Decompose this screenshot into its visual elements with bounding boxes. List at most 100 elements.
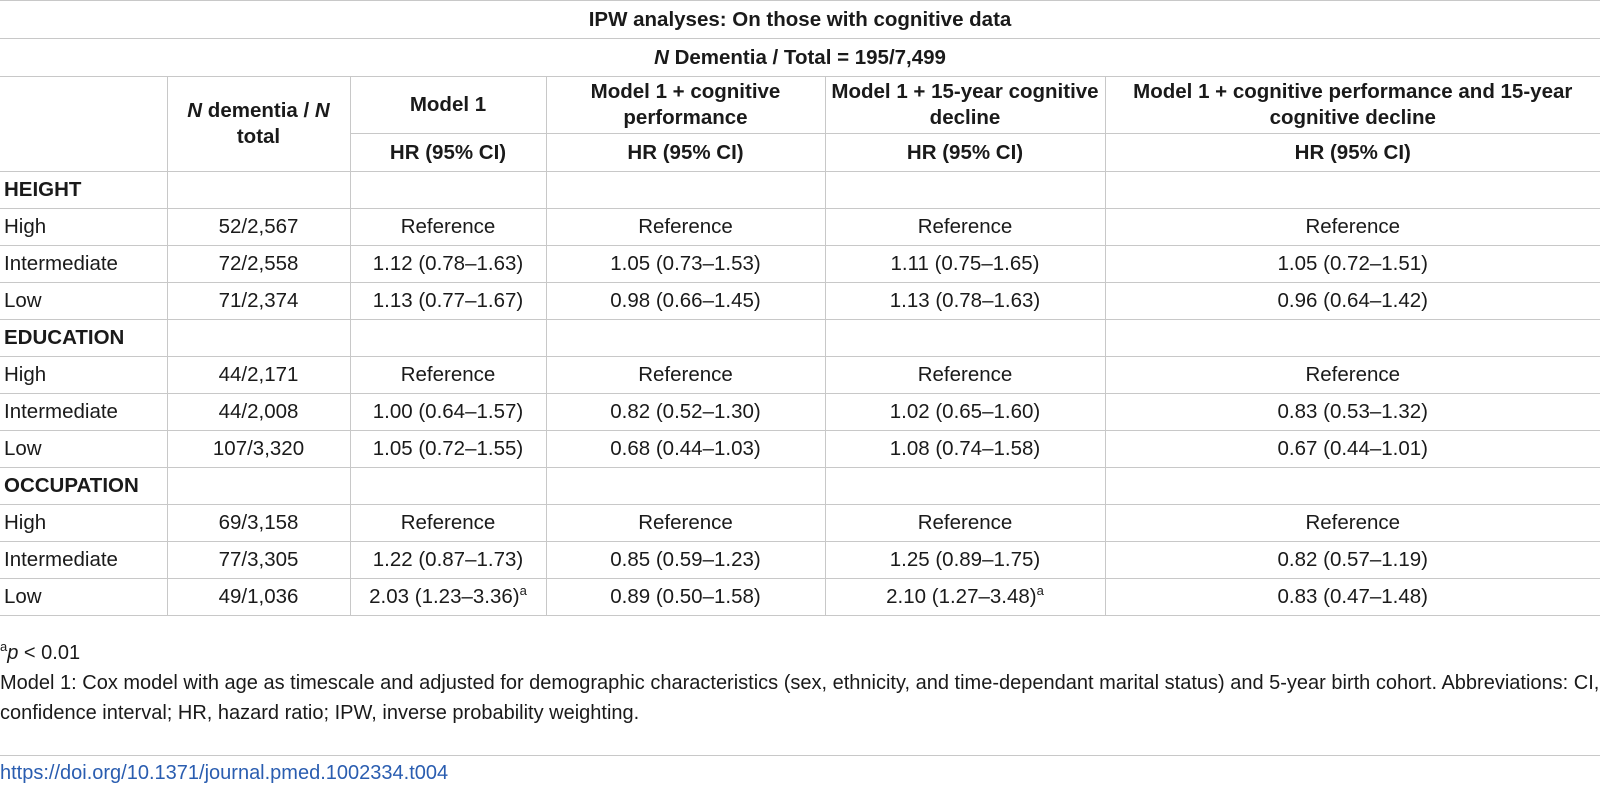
cell-model1-cog-value: Reference <box>638 511 733 534</box>
group-empty-cell <box>349 319 547 357</box>
group-empty-cell <box>824 467 1106 505</box>
row-label: High <box>0 356 168 394</box>
group-empty-cell <box>824 171 1106 209</box>
cell-model1-decline-value: Reference <box>917 511 1013 534</box>
row-label: Low <box>0 430 168 468</box>
cell-n: 49/1,036 <box>166 578 351 616</box>
cell-model1-cog: 0.82 (0.52–1.30) <box>545 393 826 431</box>
cell-model1-both-value: 0.82 (0.57–1.19) <box>1277 548 1428 571</box>
cell-model1: Reference <box>349 356 547 394</box>
row-label: Low <box>0 282 168 320</box>
group-empty-cell <box>349 467 547 505</box>
doi-link[interactable]: https://doi.org/10.1371/journal.pmed.100… <box>0 755 1600 785</box>
hr-label-model1-cog: HR (95% CI) <box>545 133 826 172</box>
cell-model1-decline-value: 1.02 (0.65–1.60) <box>889 400 1041 423</box>
group-row: HEIGHT <box>0 171 1600 209</box>
cell-model1-decline: Reference <box>824 208 1106 246</box>
cell-model1-cog: 0.89 (0.50–1.58) <box>545 578 826 616</box>
cell-n-value: 71/2,374 <box>218 289 299 312</box>
subtitle-n: N <box>654 45 669 69</box>
cell-n: 52/2,567 <box>166 208 351 246</box>
cell-model1-both: 1.05 (0.72–1.51) <box>1104 245 1600 283</box>
footnote-p: p <box>7 642 19 664</box>
table-row: Intermediate 77/3,305 1.22 (0.87–1.73) 0.85… <box>0 541 1600 579</box>
hr-label-model1-decline: HR (95% CI) <box>824 133 1106 172</box>
cell-model1-value: 1.12 (0.78–1.63) <box>372 252 524 275</box>
group-empty-cell <box>166 467 351 505</box>
cell-model1-value: Reference <box>400 215 496 238</box>
cell-model1-cog-value: 0.85 (0.59–1.23) <box>610 548 761 571</box>
cell-n: 44/2,008 <box>166 393 351 431</box>
table-row: Low 71/2,374 1.13 (0.77–1.67) 0.98 (0.66–1.… <box>0 282 1600 320</box>
table-row: High 69/3,158 Reference Reference Reference R… <box>0 504 1600 542</box>
row-label: High <box>0 504 168 542</box>
cell-model1-both: 0.83 (0.47–1.48) <box>1104 578 1600 616</box>
cell-model1-cog: Reference <box>545 504 826 542</box>
cell-model1-both-value: Reference <box>1305 215 1401 238</box>
cell-model1-both-value: 0.83 (0.53–1.32) <box>1277 400 1428 423</box>
cell-model1-decline-value: Reference <box>917 363 1013 386</box>
cell-model1-value: 1.13 (0.77–1.67) <box>372 289 524 312</box>
cell-model1-value: 1.05 (0.72–1.55) <box>372 437 524 460</box>
cell-model1-both-value: 0.83 (0.47–1.48) <box>1277 585 1428 608</box>
table-row: Low 107/3,320 1.05 (0.72–1.55) 0.68 (0.44–1… <box>0 430 1600 468</box>
cell-model1-cog-value: Reference <box>638 215 733 238</box>
cell-model1-decline-value: 2.10 (1.27–3.48) <box>886 585 1037 608</box>
group-empty-cell <box>1104 171 1600 209</box>
cell-model1-both-value: 0.96 (0.64–1.42) <box>1277 289 1428 312</box>
group-label: EDUCATION <box>0 319 168 357</box>
group-empty-cell <box>166 319 351 357</box>
row-label-value: Low <box>4 585 42 608</box>
table-row: Intermediate 72/2,558 1.12 (0.78–1.63) 1.05… <box>0 245 1600 283</box>
cell-n-value: 107/3,320 <box>212 437 305 460</box>
group-empty-cell <box>1104 319 1600 357</box>
header-n-mid: dementia / <box>202 99 315 122</box>
significance-marker: a <box>1036 583 1044 598</box>
group-label: OCCUPATION <box>0 467 168 505</box>
footnote-model-note: Model 1: Cox model with age as timescale… <box>0 672 1600 724</box>
group-row: OCCUPATION <box>0 467 1600 505</box>
cell-model1-decline: Reference <box>824 504 1106 542</box>
cell-model1-cog: 0.68 (0.44–1.03) <box>545 430 826 468</box>
cell-model1: 1.05 (0.72–1.55) <box>349 430 547 468</box>
table-row: High 52/2,567 Reference Reference Reference R… <box>0 208 1600 246</box>
cell-model1-decline: 1.13 (0.78–1.63) <box>824 282 1106 320</box>
header-n-total: N dementia / N total <box>166 76 351 172</box>
cell-model1-value: 1.22 (0.87–1.73) <box>372 548 524 571</box>
cell-n: 69/3,158 <box>166 504 351 542</box>
cell-n-value: 49/1,036 <box>218 585 299 608</box>
cell-model1: 2.03 (1.23–3.36)a <box>349 578 547 616</box>
row-label: Intermediate <box>0 245 168 283</box>
cell-model1-both: 0.67 (0.44–1.01) <box>1104 430 1600 468</box>
cell-model1: 1.22 (0.87–1.73) <box>349 541 547 579</box>
cell-model1-cog-value: 1.05 (0.73–1.53) <box>610 252 761 275</box>
header-model1: Model 1 <box>349 76 547 134</box>
cell-n: 44/2,171 <box>166 356 351 394</box>
group-empty-cell <box>349 171 547 209</box>
hr-label-model1: HR (95% CI) <box>350 133 547 172</box>
results-table: IPW analyses: On those with cognitive da… <box>0 0 1600 616</box>
cell-model1-decline-value: 1.11 (0.75–1.65) <box>890 252 1040 275</box>
group-empty-cell <box>545 171 826 209</box>
header-model1-decline: Model 1 + 15-year cognitive decline <box>824 76 1106 134</box>
cell-n-value: 69/3,158 <box>218 511 299 534</box>
row-label-value: Low <box>4 289 42 312</box>
table-row: Low 49/1,036 2.03 (1.23–3.36)a 0.89 (0.50–1… <box>0 578 1600 616</box>
table-row: Intermediate 44/2,008 1.00 (0.64–1.57) 0.82… <box>0 393 1600 431</box>
cell-model1-cog-value: 0.89 (0.50–1.58) <box>610 585 761 608</box>
cell-n-value: 72/2,558 <box>218 252 299 275</box>
cell-model1-both: 0.83 (0.53–1.32) <box>1104 393 1600 431</box>
cell-model1-decline: 1.11 (0.75–1.65) <box>824 245 1106 283</box>
row-label-value: High <box>4 215 47 238</box>
cell-n: 77/3,305 <box>166 541 351 579</box>
cell-model1-cog-value: 0.68 (0.44–1.03) <box>610 437 761 460</box>
cell-model1-decline-value: Reference <box>917 215 1013 238</box>
cell-model1-decline-value: 1.08 (0.74–1.58) <box>889 437 1041 460</box>
cell-n-value: 44/2,171 <box>218 363 299 386</box>
group-empty-cell <box>166 171 351 209</box>
cell-model1-both-value: 0.67 (0.44–1.01) <box>1277 437 1428 460</box>
header-model1-both: Model 1 + cognitive performance and 15-y… <box>1104 76 1600 134</box>
cell-model1-both-value: Reference <box>1305 511 1401 534</box>
cell-model1-both: Reference <box>1104 208 1600 246</box>
group-empty-cell <box>824 319 1106 357</box>
